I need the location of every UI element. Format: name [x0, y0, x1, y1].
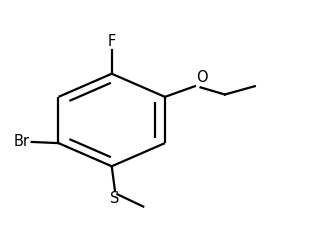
Text: O: O: [196, 70, 208, 85]
Text: S: S: [110, 191, 120, 206]
Text: Br: Br: [14, 134, 30, 150]
Text: F: F: [107, 34, 116, 49]
